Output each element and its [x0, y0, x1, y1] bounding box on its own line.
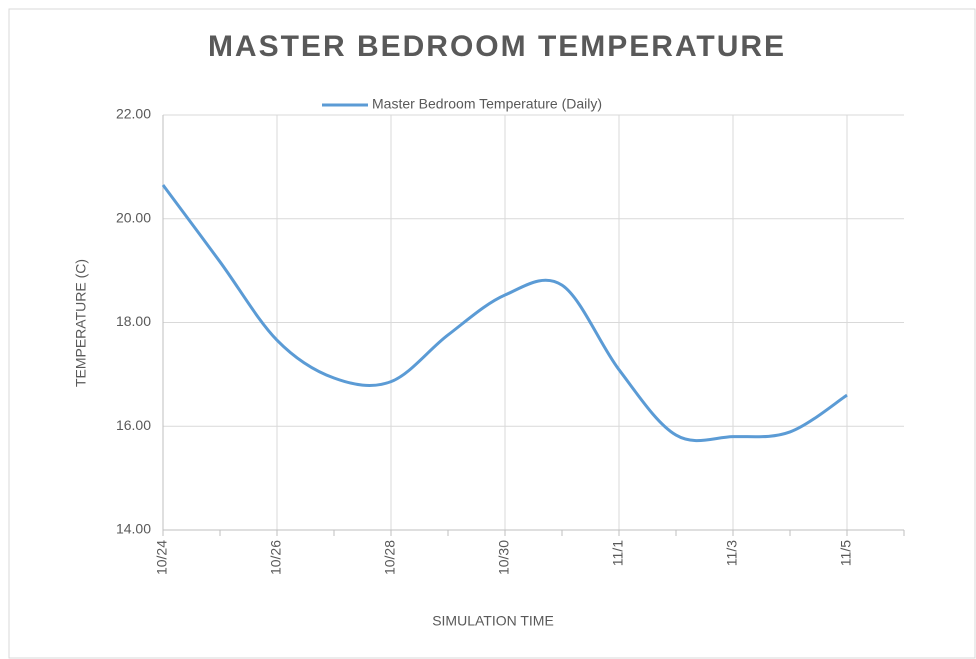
- x-tick-label: 10/26: [268, 540, 284, 575]
- x-tick-label: 10/30: [496, 540, 512, 575]
- x-tick-label: 10/28: [382, 540, 398, 575]
- y-tick-label: 16.00: [116, 417, 151, 433]
- x-tick-label: 10/24: [154, 540, 170, 575]
- x-tick-label: 11/1: [610, 540, 626, 566]
- y-tick-label: 20.00: [116, 209, 151, 225]
- y-tick-label: 14.00: [116, 521, 151, 537]
- legend-label: Master Bedroom Temperature (Daily): [372, 96, 602, 112]
- y-tick-label: 22.00: [116, 106, 151, 122]
- y-tick-label: 18.00: [116, 313, 151, 329]
- x-axis-title: SIMULATION TIME: [432, 613, 554, 629]
- x-tick-label: 11/3: [724, 540, 740, 566]
- chart-title: MASTER BEDROOM TEMPERATURE: [208, 30, 786, 63]
- chart-frame: [8, 8, 976, 659]
- x-tick-label: 11/5: [838, 540, 854, 566]
- data-line: [161, 184, 848, 443]
- y-axis-title: TEMPERATURE (C): [73, 259, 89, 387]
